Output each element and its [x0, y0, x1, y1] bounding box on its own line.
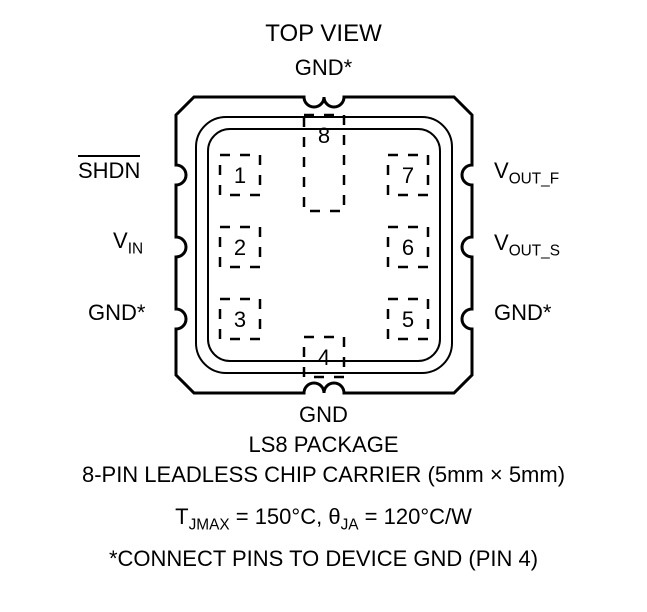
pin7-label: VOUT_F — [494, 158, 559, 188]
theta-sub: JA — [341, 516, 359, 533]
pin6-label: VOUT_S — [494, 230, 560, 260]
pin2-prefix: V — [113, 228, 128, 253]
tjmax-sub: JMAX — [189, 516, 230, 533]
pin5-main: GND — [494, 300, 543, 325]
pin3-main: GND — [88, 300, 137, 325]
label-bottom-gnd: GND — [299, 402, 348, 428]
pin5-number: 5 — [402, 307, 414, 332]
package-diagram: 1 2 3 4 5 6 7 8 — [164, 85, 484, 405]
theta-prefix: θ — [328, 504, 340, 529]
pin1-label: SHDN — [78, 155, 140, 184]
pin7-number: 7 — [402, 163, 414, 188]
pin2-sub: IN — [128, 240, 143, 257]
pin6-number: 6 — [402, 235, 414, 260]
pin4-number: 4 — [318, 345, 330, 370]
package-name: LS8 PACKAGE — [249, 432, 399, 458]
pin6-sub: OUT_S — [509, 242, 560, 259]
pin3-number: 3 — [234, 307, 246, 332]
tjmax-val: = 150°C, — [230, 504, 329, 529]
thermal-specs: TJMAX = 150°C, θJA = 120°C/W — [175, 504, 472, 534]
theta-val: = 120°C/W — [359, 504, 472, 529]
tjmax-prefix: T — [175, 504, 188, 529]
footnote: *CONNECT PINS TO DEVICE GND (PIN 4) — [109, 546, 538, 572]
title-top-view: TOP VIEW — [265, 20, 381, 48]
pin1-number: 1 — [234, 163, 246, 188]
pin6-prefix: V — [494, 230, 509, 255]
pin2-label: VIN — [113, 228, 143, 258]
label-top-gnd: GND* — [295, 55, 352, 81]
pin2-number: 2 — [234, 235, 246, 260]
pin5-label: GND* — [494, 300, 551, 326]
pin3-label: GND* — [88, 300, 145, 326]
package-desc: 8-PIN LEADLESS CHIP CARRIER (5mm × 5mm) — [82, 462, 565, 488]
pin7-prefix: V — [494, 158, 509, 183]
pin8-number: 8 — [318, 123, 330, 148]
pin7-sub: OUT_F — [509, 170, 559, 187]
